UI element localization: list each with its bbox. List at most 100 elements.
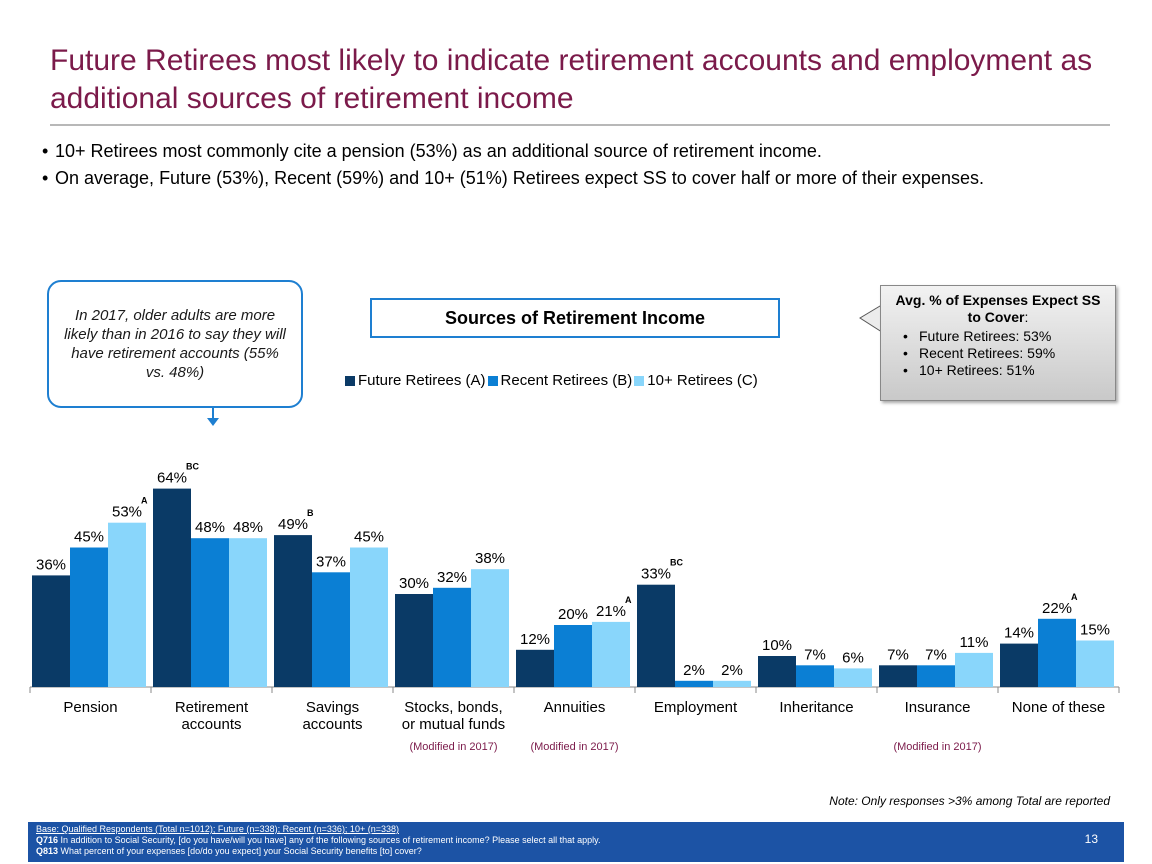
bar bbox=[1076, 640, 1114, 687]
data-label: 20% bbox=[558, 606, 588, 623]
category-label: accounts bbox=[302, 716, 362, 733]
category-label: None of these bbox=[1012, 699, 1105, 716]
data-label: 2% bbox=[683, 662, 705, 679]
category-label: or mutual funds bbox=[402, 716, 505, 733]
category-label: Retirement bbox=[175, 699, 249, 716]
bar bbox=[191, 538, 229, 687]
info-box-list: Future Retirees: 53% Recent Retirees: 59… bbox=[903, 328, 1105, 379]
data-label: 30% bbox=[399, 575, 429, 592]
data-label: 33% bbox=[641, 566, 671, 583]
bar bbox=[312, 572, 350, 687]
legend-swatch-recent bbox=[487, 375, 498, 386]
bar bbox=[592, 621, 630, 687]
bar bbox=[516, 649, 554, 687]
data-label: 12% bbox=[520, 631, 550, 648]
info-box-item: Future Retirees: 53% bbox=[903, 328, 1105, 345]
bar bbox=[229, 538, 267, 687]
footer-q813: Q813 What percent of your expenses [do/d… bbox=[36, 846, 1116, 857]
data-label: 48% bbox=[233, 519, 263, 536]
bar bbox=[274, 535, 312, 687]
callout-bubble: In 2017, older adults are more likely th… bbox=[47, 280, 303, 408]
data-label: 64% bbox=[157, 470, 187, 487]
data-label: 15% bbox=[1080, 622, 1110, 639]
category-label: Savings bbox=[306, 699, 359, 716]
legend-item-recent: Recent Retirees (B) bbox=[487, 372, 633, 389]
modified-note: (Modified in 2017) bbox=[893, 741, 981, 753]
bar bbox=[917, 665, 955, 687]
info-box-item: Recent Retirees: 59% bbox=[903, 345, 1105, 362]
bar bbox=[395, 594, 433, 687]
modified-note: (Modified in 2017) bbox=[530, 741, 618, 753]
bar bbox=[834, 668, 872, 687]
bar bbox=[796, 665, 834, 687]
data-label: 2% bbox=[721, 662, 743, 679]
bar bbox=[758, 656, 796, 687]
legend-label: Recent Retirees (B) bbox=[500, 372, 633, 389]
bar bbox=[70, 547, 108, 687]
footer-q813-label: Q813 bbox=[36, 846, 59, 856]
category-label: Inheritance bbox=[779, 699, 853, 716]
chart-title: Sources of Retirement Income bbox=[370, 298, 780, 338]
bar bbox=[879, 665, 917, 687]
footer-q813-text: What percent of your expenses [do/do you… bbox=[58, 846, 422, 856]
significance-label: A bbox=[1071, 592, 1078, 602]
ss-coverage-info-box: Avg. % of Expenses Expect SS to Cover: F… bbox=[880, 285, 1116, 401]
data-label: 7% bbox=[925, 646, 947, 663]
legend-label: Future Retirees (A) bbox=[358, 372, 486, 389]
callout-arrow-head-icon bbox=[207, 418, 219, 426]
data-label: 49% bbox=[278, 516, 308, 533]
category-label: Annuities bbox=[544, 699, 606, 716]
category-label: Stocks, bonds, bbox=[404, 699, 502, 716]
bar bbox=[153, 488, 191, 687]
footer-q716-text: In addition to Social Security, [do you … bbox=[58, 835, 601, 845]
bar bbox=[713, 680, 751, 687]
bar bbox=[675, 680, 713, 687]
data-label: 45% bbox=[74, 529, 104, 546]
title-divider bbox=[50, 124, 1110, 126]
bar bbox=[1038, 618, 1076, 687]
data-label: 22% bbox=[1042, 600, 1072, 617]
bullet-item: 10+ Retirees most commonly cite a pensio… bbox=[42, 140, 1122, 163]
bar bbox=[471, 569, 509, 687]
legend-label: 10+ Retirees (C) bbox=[647, 372, 758, 389]
bar bbox=[955, 652, 993, 687]
bar bbox=[433, 587, 471, 687]
significance-label: B bbox=[307, 508, 314, 518]
category-label: Employment bbox=[654, 699, 738, 716]
info-box-item: 10+ Retirees: 51% bbox=[903, 362, 1105, 379]
legend-item-ten-plus: 10+ Retirees (C) bbox=[634, 372, 758, 389]
info-box-title: Avg. % of Expenses Expect SS to Cover: bbox=[891, 292, 1105, 326]
page-number: 13 bbox=[1084, 832, 1098, 846]
chart-note: Note: Only responses >3% among Total are… bbox=[829, 794, 1110, 808]
callout-arrow-icon bbox=[212, 408, 214, 420]
significance-label: A bbox=[141, 496, 148, 506]
page-title: Future Retirees most likely to indicate … bbox=[50, 44, 1093, 115]
data-label: 7% bbox=[804, 646, 826, 663]
info-box-title-text: Avg. % of Expenses Expect SS to Cover bbox=[895, 292, 1101, 325]
data-label: 14% bbox=[1004, 625, 1034, 642]
modified-note: (Modified in 2017) bbox=[409, 741, 497, 753]
summary-bullets: 10+ Retirees most commonly cite a pensio… bbox=[42, 140, 1122, 194]
bar bbox=[554, 625, 592, 687]
legend-item-future: Future Retirees (A) bbox=[345, 372, 486, 389]
data-label: 36% bbox=[36, 556, 66, 573]
chart-legend: Future Retirees (A) Recent Retirees (B) … bbox=[345, 372, 760, 389]
bar bbox=[637, 584, 675, 687]
data-label: 10% bbox=[762, 637, 792, 654]
footer-q716-label: Q716 bbox=[36, 835, 59, 845]
category-label: Pension bbox=[63, 699, 117, 716]
category-label: accounts bbox=[181, 716, 241, 733]
data-label: 45% bbox=[354, 529, 384, 546]
data-label: 37% bbox=[316, 553, 346, 570]
data-label: 11% bbox=[960, 634, 989, 651]
data-label: 32% bbox=[437, 569, 467, 586]
data-label: 7% bbox=[887, 646, 909, 663]
footer-bar: Base: Qualified Respondents (Total n=101… bbox=[28, 822, 1124, 862]
data-label: 53% bbox=[112, 504, 142, 521]
data-label: 21% bbox=[596, 603, 626, 620]
legend-swatch-future bbox=[345, 375, 355, 386]
footer-q716: Q716 In addition to Social Security, [do… bbox=[36, 835, 1116, 846]
bar bbox=[108, 522, 146, 687]
info-box-title-suffix: : bbox=[1024, 309, 1029, 325]
data-label: 38% bbox=[475, 550, 505, 567]
